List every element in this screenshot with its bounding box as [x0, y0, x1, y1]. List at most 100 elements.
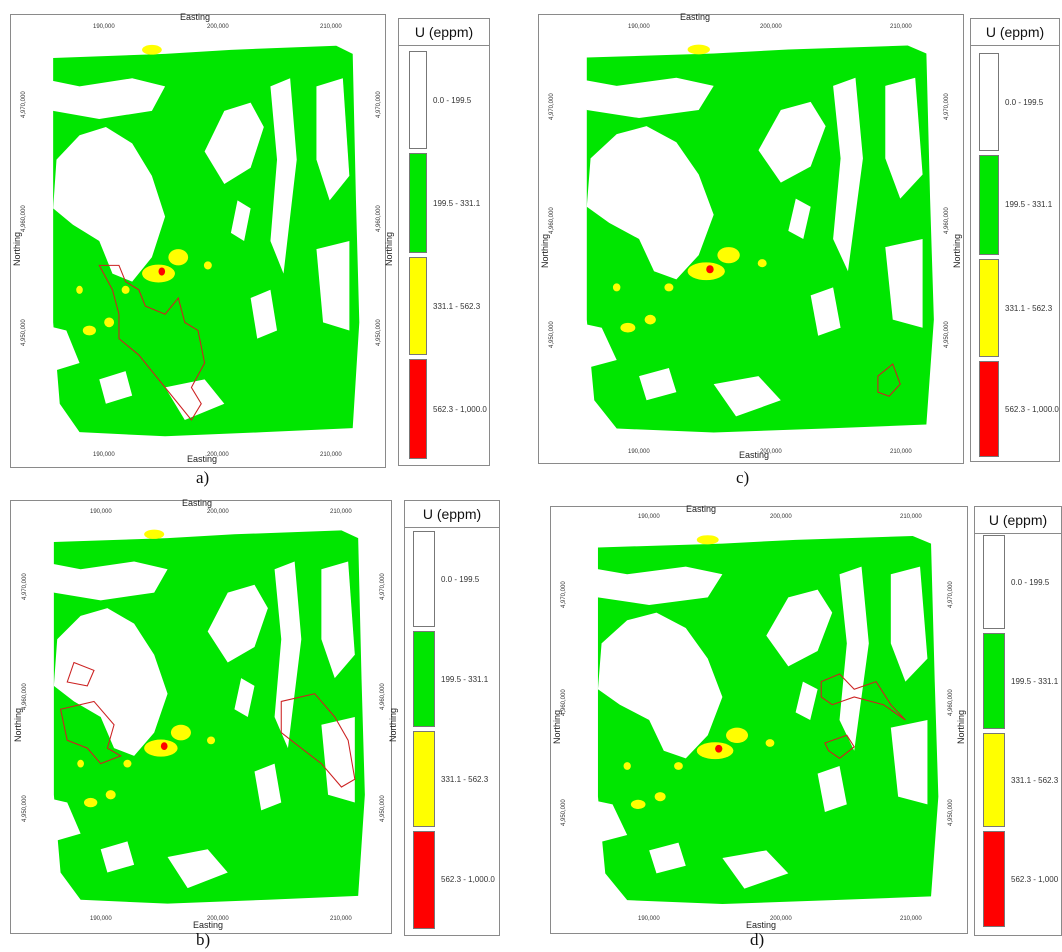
- class-0-199-area: [321, 561, 355, 679]
- easting-tick-210000-bottom: 210,000: [320, 452, 342, 458]
- easting-tick-200000: 200,000: [207, 24, 229, 30]
- class-0-199-area: [53, 127, 166, 282]
- legend-label-low: 0.0 - 199.5: [1011, 578, 1050, 587]
- class-331-562-area: [726, 727, 749, 744]
- northing-title-right: Northing: [956, 709, 966, 744]
- class-331-562-area: [144, 529, 165, 539]
- class-331-562-area: [142, 264, 175, 283]
- class-0-199-area: [99, 371, 133, 404]
- legend-label-peak: 562.3 - 1,000.0: [441, 875, 495, 884]
- class-331-562-area: [207, 736, 216, 745]
- class-331-562-area: [696, 535, 719, 545]
- easting-title-top: Easting: [686, 504, 717, 514]
- northing-tick-4950000-right: 4,950,000: [948, 799, 954, 826]
- legend-swatch-mid: [413, 631, 435, 727]
- class-0-199-area: [890, 566, 928, 682]
- class-0-199-area: [788, 198, 811, 239]
- class-0-199-area: [890, 720, 928, 805]
- legend-swatch-high: [409, 257, 427, 355]
- class-0-199-area: [639, 368, 677, 401]
- class-0-199-area: [230, 200, 251, 242]
- class-331-562-area: [696, 742, 734, 760]
- class-331-562-area: [765, 739, 775, 747]
- legend-label-mid: 199.5 - 331.1: [441, 675, 489, 684]
- northing-tick-4970000-right: 4,970,000: [376, 91, 382, 118]
- class-0-199-area: [33, 322, 80, 372]
- class-331-562-area: [82, 325, 96, 336]
- legend-swatch-peak: [979, 361, 999, 457]
- easting-tick-210000-bottom: 210,000: [900, 916, 922, 922]
- easting-tick-210000: 210,000: [890, 24, 912, 30]
- uranium-map-d: [575, 535, 939, 905]
- class-331-562-area: [623, 762, 631, 770]
- class-0-199-area: [575, 796, 628, 843]
- class-331-562-area: [203, 261, 212, 270]
- class-0-199-area: [597, 612, 723, 759]
- legend-swatch-mid: [409, 153, 427, 253]
- legend-label-high: 331.1 - 562.3: [1011, 776, 1059, 785]
- class-331-562-area: [757, 259, 767, 268]
- legend-swatch-low: [409, 51, 427, 149]
- easting-tick-200000: 200,000: [760, 24, 782, 30]
- easting-tick-190000: 190,000: [638, 514, 660, 520]
- legend-label-low: 0.0 - 199.5: [1005, 98, 1044, 107]
- northing-title-right: Northing: [388, 707, 398, 742]
- northing-tick-4970000-right: 4,970,000: [944, 93, 950, 120]
- class-0-199-area: [40, 78, 166, 119]
- uranium-map-c: [564, 44, 934, 433]
- northing-tick-4950000: 4,950,000: [21, 319, 27, 346]
- class-0-199-area: [649, 842, 686, 874]
- easting-tick-190000: 190,000: [93, 24, 115, 30]
- class-0-199-area: [167, 849, 228, 889]
- legend-label-high: 331.1 - 562.3: [1005, 304, 1053, 313]
- legend-swatch-high: [983, 733, 1005, 827]
- easting-tick-190000-bottom: 190,000: [628, 449, 650, 455]
- class-331-562-area: [123, 759, 132, 768]
- easting-tick-200000: 200,000: [770, 514, 792, 520]
- easting-tick-190000-bottom: 190,000: [93, 452, 115, 458]
- northing-tick-4960000-right: 4,960,000: [944, 207, 950, 234]
- legend-swatch-high: [979, 259, 999, 357]
- northing-tick-4950000: 4,950,000: [561, 799, 567, 826]
- easting-tick-190000: 190,000: [628, 24, 650, 30]
- legend-b: U (eppm) 0.0 - 199.5 199.5 - 331.1 331.1…: [404, 500, 500, 936]
- easting-tick-200000-bottom: 200,000: [207, 452, 229, 458]
- class-331-562-area: [687, 44, 710, 55]
- legend-swatch-mid: [979, 155, 999, 255]
- legend-swatch-low: [413, 531, 435, 627]
- class-0-199-area: [165, 379, 225, 421]
- northing-tick-4960000: 4,960,000: [549, 207, 555, 234]
- class-0-199-area: [586, 126, 714, 280]
- northing-tick-4950000: 4,950,000: [549, 321, 555, 348]
- easting-tick-210000: 210,000: [900, 514, 922, 520]
- study-area-outline: [59, 700, 122, 765]
- class-0-199-area: [564, 319, 617, 369]
- class-0-199-area: [722, 850, 789, 889]
- legend-label-peak: 562.3 - 1,000.0: [433, 405, 487, 414]
- class-331-562-area: [654, 792, 666, 802]
- class-0-199-area: [316, 78, 350, 201]
- class-331-562-area: [630, 799, 646, 809]
- class-331-562-area: [717, 247, 740, 264]
- northing-title-right: Northing: [384, 231, 394, 266]
- northing-tick-4950000-right: 4,950,000: [376, 319, 382, 346]
- legend-title: U (eppm): [405, 501, 499, 528]
- class-0-199-area: [270, 78, 297, 274]
- legend-label-high: 331.1 - 562.3: [433, 302, 481, 311]
- legend-label-peak: 562.3 - 1,000.0: [1005, 405, 1059, 414]
- caption-b: b): [196, 930, 211, 949]
- class-0-199-area: [100, 841, 135, 873]
- class-0-199-area: [713, 376, 781, 417]
- easting-title-bottom: Easting: [746, 920, 777, 930]
- class-331-562-area: [644, 314, 656, 325]
- easting-tick-190000-bottom: 190,000: [90, 916, 112, 922]
- caption-d: d): [750, 930, 765, 949]
- class-562-1000-area: [715, 744, 723, 753]
- easting-tick-210000: 210,000: [320, 24, 342, 30]
- class-0-199-area: [316, 241, 350, 331]
- legend-swatch-peak: [983, 831, 1005, 927]
- class-0-199-area: [583, 566, 723, 605]
- study-area-outline: [98, 264, 206, 421]
- study-area-outline: [820, 673, 906, 721]
- class-331-562-area: [687, 262, 725, 281]
